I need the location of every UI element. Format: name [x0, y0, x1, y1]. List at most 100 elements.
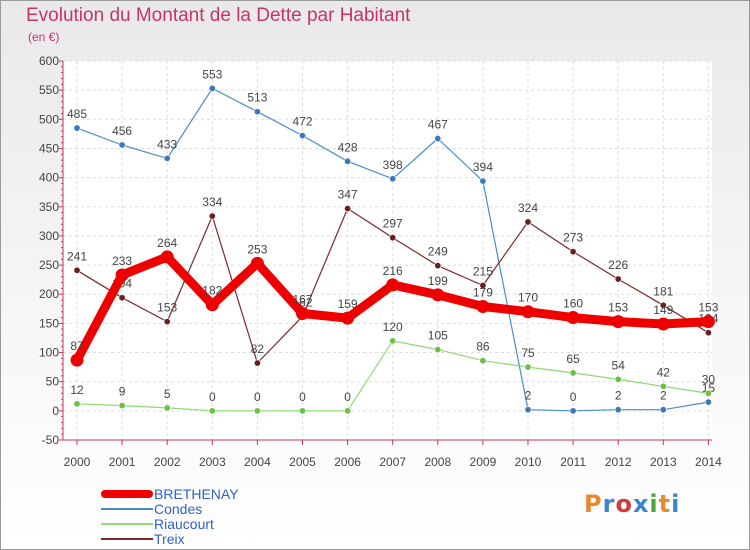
data-point-brethenay: [341, 311, 355, 325]
data-point-riaucourt: [298, 407, 306, 415]
data-point-treix: [389, 234, 397, 242]
data-label-condes: 2: [615, 389, 622, 403]
data-label-treix: 297: [383, 217, 403, 231]
data-point-riaucourt: [344, 407, 352, 415]
y-tick-label: 450: [39, 141, 59, 155]
x-tick-label: 2007: [379, 455, 406, 469]
data-label-brethenay: 170: [518, 291, 538, 305]
data-point-treix: [524, 218, 532, 226]
data-point-treix: [118, 294, 126, 302]
data-label-condes: 485: [67, 107, 87, 121]
y-tick-label: 250: [39, 258, 59, 272]
data-point-riaucourt: [479, 357, 487, 365]
data-point-treix: [208, 212, 216, 220]
data-label-riaucourt: 54: [612, 358, 626, 372]
data-label-condes: 428: [338, 140, 358, 154]
data-label-riaucourt: 75: [521, 346, 535, 360]
data-label-brethenay: 153: [698, 301, 718, 315]
data-label-riaucourt: 9: [119, 385, 126, 399]
data-point-brethenay: [70, 353, 84, 367]
data-label-condes: 2: [525, 389, 532, 403]
data-point-treix: [704, 329, 712, 337]
data-point-condes: [73, 124, 81, 132]
data-label-brethenay: 153: [608, 301, 628, 315]
data-label-condes: 472: [292, 115, 312, 129]
legend-swatch-brethenay: [101, 490, 153, 498]
y-tick-label: 50: [46, 375, 60, 389]
data-point-condes: [298, 132, 306, 140]
data-label-riaucourt: 42: [657, 365, 671, 379]
logo-letter: r: [602, 490, 616, 518]
data-label-brethenay: 179: [473, 285, 493, 299]
y-tick-label: 0: [52, 404, 59, 418]
data-label-condes: 394: [473, 160, 493, 174]
data-label-condes: 2: [660, 389, 667, 403]
x-tick-label: 2001: [109, 455, 136, 469]
logo-letter: t: [658, 490, 672, 518]
data-point-brethenay: [296, 306, 309, 320]
logo-letter: x: [632, 490, 650, 518]
data-label-riaucourt: 5: [164, 387, 171, 401]
legend-label-riaucourt: Riaucourt: [154, 516, 214, 532]
data-point-condes: [118, 141, 126, 149]
data-point-condes: [704, 398, 712, 406]
data-label-condes: 398: [383, 158, 403, 172]
data-label-condes: 513: [247, 91, 267, 105]
legend-swatch-treix: [101, 538, 153, 540]
x-tick-label: 2000: [64, 455, 91, 469]
x-tick-label: 2003: [199, 455, 226, 469]
data-label-condes: 433: [157, 137, 177, 151]
data-label-brethenay: 87: [70, 339, 84, 353]
x-tick-label: 2008: [424, 455, 451, 469]
data-point-treix: [569, 248, 577, 256]
data-point-treix: [344, 205, 352, 213]
x-tick-label: 2014: [695, 455, 722, 469]
data-point-riaucourt: [524, 363, 532, 371]
data-label-brethenay: 149: [653, 303, 673, 317]
data-point-brethenay: [205, 298, 219, 312]
data-point-brethenay: [611, 315, 625, 329]
data-point-riaucourt: [208, 407, 216, 415]
data-point-brethenay: [431, 288, 445, 302]
data-point-brethenay: [701, 315, 715, 329]
data-label-condes: 553: [202, 67, 222, 81]
data-label-condes: 456: [112, 124, 132, 138]
logo-letter: P: [584, 490, 603, 518]
data-point-treix: [434, 262, 442, 270]
y-tick-label: 150: [39, 316, 59, 330]
data-point-riaucourt: [659, 382, 667, 390]
legend-label-condes: Condes: [154, 501, 203, 517]
data-label-riaucourt: 30: [702, 372, 716, 386]
data-label-riaucourt: 0: [209, 390, 216, 404]
data-label-brethenay: 159: [338, 297, 358, 311]
data-label-condes: 15: [702, 381, 716, 395]
data-label-brethenay: 167: [292, 292, 312, 306]
data-point-treix: [253, 359, 261, 367]
data-point-condes: [524, 406, 532, 414]
data-point-condes: [479, 177, 487, 185]
x-tick-label: 2013: [650, 455, 677, 469]
data-point-condes: [163, 154, 171, 162]
data-point-condes: [344, 157, 352, 165]
chart-subtitle: (en €): [28, 30, 60, 44]
data-point-brethenay: [250, 256, 264, 270]
data-label-treix: 215: [473, 264, 493, 278]
data-label-treix: 153: [157, 301, 177, 315]
data-point-brethenay: [386, 278, 400, 292]
x-tick-label: 2004: [244, 455, 271, 469]
y-tick-label: 500: [39, 112, 59, 126]
data-label-brethenay: 216: [383, 264, 403, 278]
data-label-brethenay: 182: [202, 284, 222, 298]
data-label-brethenay: 264: [157, 236, 177, 250]
legend-label-treix: Treix: [154, 531, 185, 547]
legend-swatch-riaucourt: [101, 523, 153, 525]
data-label-riaucourt: 12: [70, 383, 84, 397]
data-label-riaucourt: 0: [299, 390, 306, 404]
data-point-brethenay: [656, 317, 670, 331]
data-point-riaucourt: [569, 369, 577, 377]
y-tick-label: -50: [42, 433, 60, 447]
y-tick-label: 100: [39, 346, 59, 360]
data-label-treix: 82: [251, 342, 265, 356]
chart-title: Evolution du Montant de la Dette par Hab…: [26, 5, 411, 26]
